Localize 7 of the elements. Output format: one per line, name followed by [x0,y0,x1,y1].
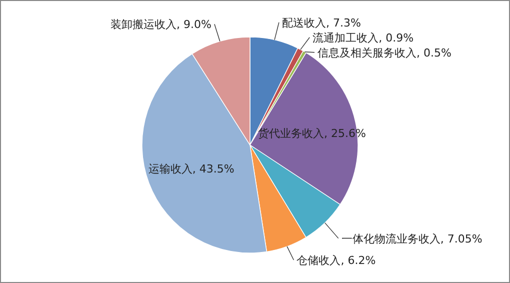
slice-label: 流通加工收入, 0.9% [312,31,414,44]
slice-label: 仓储收入, 6.2% [296,254,376,267]
slice-label: 装卸搬运收入, 9.0% [110,18,212,32]
slice-label: 运输收入, 43.5% [148,162,234,176]
slice-label: 信息及相关服务收入, 0.5% [318,46,452,60]
slice-label: 一体化物流业务收入, 7.05% [341,232,482,246]
slice-label: 配送收入, 7.3% [282,16,361,30]
